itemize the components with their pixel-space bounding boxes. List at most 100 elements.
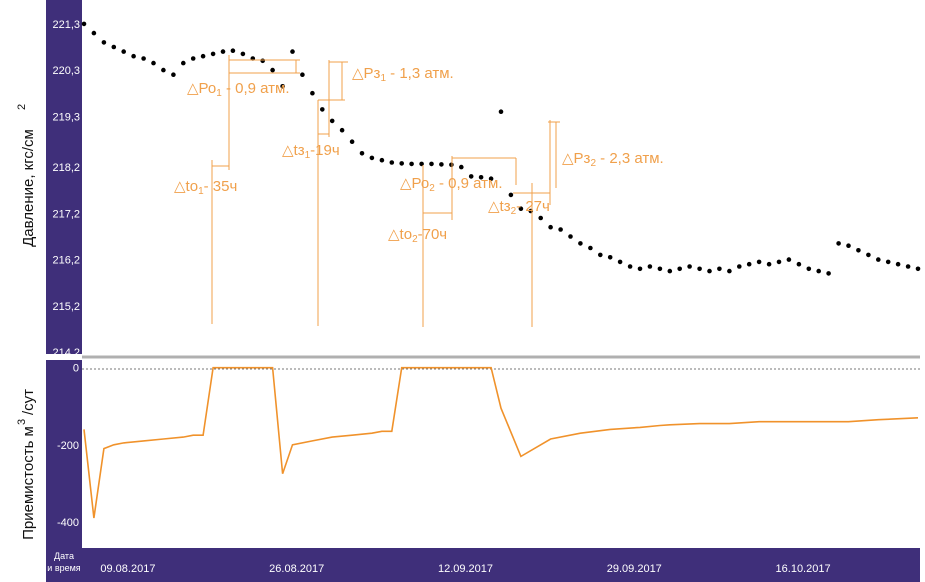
pressure-point <box>81 21 87 27</box>
pressure-point <box>915 266 921 272</box>
pressure-point <box>826 271 831 276</box>
pressure-point <box>240 51 246 57</box>
date-label-box <box>46 548 82 582</box>
annotation-dpz1: △Рз1 - 1,3 атм. <box>352 65 454 84</box>
annotation-dto2: △tо2-70ч <box>388 226 447 245</box>
pressure-point <box>459 164 464 170</box>
upper-ytick-label: 219,3 <box>52 111 80 123</box>
pressure-point <box>260 58 266 64</box>
pressure-point <box>846 243 851 248</box>
lower-ylabel-sup: 3 <box>16 419 28 425</box>
pressure-point <box>687 264 692 269</box>
pressure-point <box>210 51 216 57</box>
pressure-point <box>131 53 136 59</box>
pressure-point <box>707 268 712 274</box>
lower-ytick-label: -400 <box>57 517 79 529</box>
pressure-point <box>895 261 901 267</box>
upper-ytick-label: 217,2 <box>52 208 80 220</box>
annotation-dto1: △tо1- 35ч <box>174 178 237 197</box>
pressure-point <box>518 206 524 211</box>
pressure-point <box>876 257 881 262</box>
pressure-point <box>776 259 782 265</box>
upper-ytick-label: 214,2 <box>52 347 80 359</box>
svg-text:△tо2-70ч: △tо2-70ч <box>388 226 447 245</box>
pressure-point <box>151 60 156 66</box>
pressure-point <box>300 72 305 77</box>
pressure-point <box>280 84 285 89</box>
pressure-point <box>320 107 325 112</box>
pressure-point <box>190 56 196 61</box>
pressure-point <box>379 157 385 163</box>
date-label-line2: и время <box>47 563 81 573</box>
svg-text:△tо1- 35ч: △tо1- 35ч <box>174 178 237 197</box>
pressure-point <box>667 268 673 274</box>
pressure-point <box>478 175 484 180</box>
pressure-point <box>727 268 732 274</box>
pressure-point <box>568 234 573 239</box>
upper-axis-band <box>46 0 82 354</box>
xtick-label: 09.08.2017 <box>100 563 155 575</box>
annotation-dpo2: △Ро2 - 0,9 атм. <box>400 175 503 194</box>
xtick-group: 09.08.2017 26.08.2017 12.09.2017 29.09.2017… <box>100 563 830 575</box>
lower-ylabel-text: Приемистость м <box>20 426 37 540</box>
pressure-point <box>578 241 583 246</box>
annotation-guides <box>211 55 560 327</box>
lower-ytick-label: 0 <box>73 363 79 375</box>
pressure-point <box>647 264 653 269</box>
pressure-point <box>399 161 405 166</box>
pressure-point <box>359 151 365 156</box>
upper-ylabel-sup: 2 <box>16 104 28 110</box>
svg-text:△Ро2 - 0,9 атм.: △Ро2 - 0,9 атм. <box>400 175 503 194</box>
pressure-point <box>389 160 395 165</box>
svg-text:△Ро1 - 0,9 атм.: △Ро1 - 0,9 атм. <box>187 80 290 99</box>
pressure-point <box>766 261 772 267</box>
pressure-point <box>617 259 623 265</box>
pressure-point <box>538 215 543 221</box>
pressure-point <box>905 264 911 269</box>
lower-ylabel-suffix: /сут <box>20 389 37 415</box>
pressure-point <box>498 109 504 114</box>
upper-ylabel-text: Давление, кгс/см <box>20 129 37 247</box>
pressure-point <box>121 49 126 54</box>
pressure-point <box>677 266 682 272</box>
pressure-point <box>439 162 444 167</box>
xtick-label: 16.10.2017 <box>776 563 831 575</box>
pressure-point <box>468 174 474 179</box>
lower-ylabel: Приемистость м 3 /сут <box>16 389 37 540</box>
svg-text:△tз2- 27ч: △tз2- 27ч <box>488 198 550 217</box>
pressure-point <box>558 227 563 232</box>
pressure-point <box>339 127 345 133</box>
pressure-point <box>488 176 494 181</box>
pressure-point <box>697 266 702 272</box>
pressure-point <box>290 49 295 54</box>
pressure-point <box>856 248 861 253</box>
lower-ytick-group: 0 -200 -400 <box>57 363 79 529</box>
pressure-point <box>349 139 355 144</box>
upper-ytick-group: 221,3 220,3 219,3 218,2 217,2 216,2 215,2 214,2 <box>52 19 80 359</box>
pressure-point <box>429 161 434 167</box>
pressure-point <box>598 252 603 258</box>
pressure-point <box>161 67 166 73</box>
annotation-dpo1: △Ро1 - 0,9 атм. <box>187 80 290 99</box>
xtick-label: 12.09.2017 <box>438 563 493 575</box>
date-label-line1: Дата <box>54 551 74 561</box>
pressure-point <box>607 254 613 260</box>
upper-ytick-label: 220,3 <box>52 65 80 77</box>
pressure-point <box>806 266 812 272</box>
pressure-point <box>369 155 375 161</box>
pressure-point <box>836 241 841 246</box>
pressure-point <box>548 224 553 230</box>
pressure-point <box>588 245 593 251</box>
annotation-dpz2: △Рз2 - 2,3 атм. <box>562 150 664 169</box>
pressure-point <box>409 161 414 167</box>
pressure-point <box>717 266 722 272</box>
annotation-dtz1: △tз1-19ч <box>282 142 340 161</box>
pressure-point <box>310 90 315 96</box>
pressure-point <box>171 72 176 77</box>
pressure-point <box>786 257 792 262</box>
xtick-label: 26.08.2017 <box>269 563 324 575</box>
injectivity-line <box>83 366 919 519</box>
svg-text:△tз1-19ч: △tз1-19ч <box>282 142 340 161</box>
xtick-label: 29.09.2017 <box>607 563 662 575</box>
date-axis-band <box>46 548 920 582</box>
